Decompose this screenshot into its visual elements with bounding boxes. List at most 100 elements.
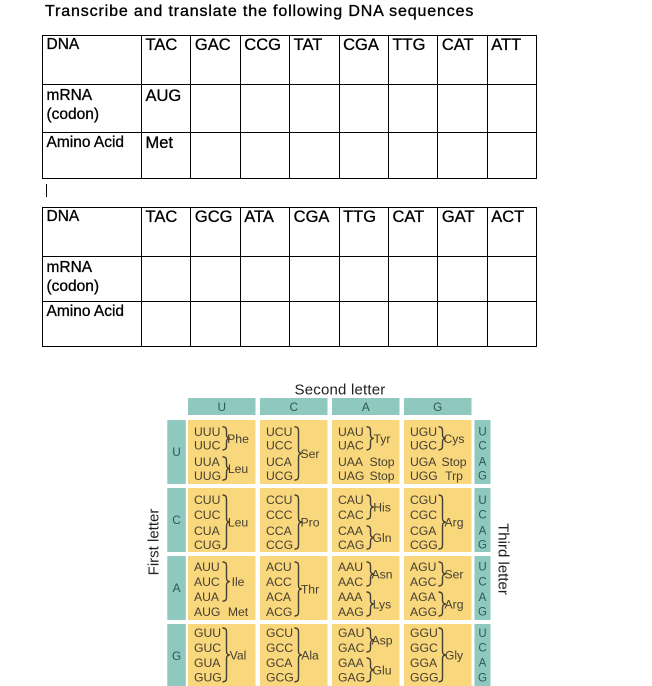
svg-text:CAA: CAA (338, 524, 364, 538)
svg-text:C: C (478, 577, 486, 589)
svg-text:Pro: Pro (301, 516, 320, 530)
svg-text:Lys: Lys (373, 597, 392, 611)
svg-text:CUA: CUA (194, 524, 221, 538)
svg-text:Stop: Stop (369, 455, 394, 469)
svg-text:AGG: AGG (410, 605, 437, 619)
svg-text:ACC: ACC (266, 575, 292, 589)
svg-text:Third letter: Third letter (495, 523, 512, 595)
svg-text:CCA: CCA (266, 524, 293, 538)
svg-text:CUU: CUU (194, 493, 220, 507)
svg-text:UGG: UGG (410, 469, 438, 483)
svg-text:ACG: ACG (266, 605, 292, 619)
svg-text:AAG: AAG (338, 605, 364, 619)
svg-text:GUC: GUC (194, 641, 221, 655)
svg-text:A: A (479, 658, 487, 670)
svg-text:U: U (478, 628, 486, 640)
svg-text:Second letter: Second letter (295, 382, 386, 399)
svg-text:A: A (479, 592, 487, 604)
svg-text:UCU: UCU (266, 425, 292, 439)
svg-text:Leu: Leu (228, 462, 248, 476)
svg-text:GCC: GCC (266, 641, 293, 655)
svg-text:UUC: UUC (194, 439, 221, 453)
svg-text:Ala: Ala (301, 648, 319, 662)
svg-text:Stop: Stop (369, 469, 394, 483)
svg-text:U: U (478, 495, 486, 507)
svg-text:CGG: CGG (410, 538, 438, 552)
svg-text:UGA: UGA (410, 455, 437, 469)
svg-text:Gln: Gln (373, 531, 392, 545)
svg-text:His: His (373, 501, 391, 515)
svg-text:G: G (478, 471, 487, 483)
svg-text:Leu: Leu (228, 516, 248, 530)
svg-text:CAU: CAU (338, 493, 364, 507)
svg-text:GUA: GUA (194, 656, 221, 670)
svg-text:AGA: AGA (410, 590, 437, 604)
svg-text:CGA: CGA (410, 524, 437, 538)
svg-text:Cys: Cys (444, 432, 465, 446)
svg-text:CAC: CAC (338, 508, 364, 522)
svg-text:GGC: GGC (410, 641, 438, 655)
svg-text:A: A (362, 400, 370, 414)
svg-text:GGA: GGA (410, 656, 438, 670)
svg-text:UUU: UUU (194, 425, 220, 439)
svg-text:ACU: ACU (266, 560, 292, 574)
svg-text:GUU: GUU (194, 626, 221, 640)
svg-text:GCA: GCA (266, 656, 293, 670)
svg-text:Asp: Asp (371, 633, 392, 647)
svg-text:AGU: AGU (410, 560, 436, 574)
svg-text:Phe: Phe (227, 432, 249, 446)
svg-text:GGG: GGG (410, 671, 438, 685)
svg-text:CGU: CGU (410, 493, 437, 507)
svg-text:G: G (478, 607, 487, 619)
svg-text:AAU: AAU (338, 560, 363, 574)
svg-text:GAU: GAU (338, 626, 364, 640)
svg-text:A: A (173, 581, 181, 595)
svg-text:CGC: CGC (410, 508, 437, 522)
svg-text:CCU: CCU (266, 493, 292, 507)
svg-text:UUA: UUA (194, 455, 221, 469)
svg-text:UAA: UAA (338, 455, 364, 469)
svg-text:GCU: GCU (266, 626, 293, 640)
svg-text:U: U (217, 400, 226, 414)
svg-text:C: C (172, 513, 181, 527)
svg-text:A: A (479, 526, 487, 538)
svg-text:C: C (478, 643, 486, 655)
svg-text:UCC: UCC (266, 439, 293, 453)
svg-text:CUC: CUC (194, 508, 221, 522)
svg-text:UCA: UCA (266, 455, 293, 469)
svg-text:G: G (172, 649, 181, 663)
svg-text:UAG: UAG (338, 469, 364, 483)
svg-text:Ile: Ile (232, 575, 245, 589)
svg-text:AUU: AUU (194, 560, 220, 574)
svg-text:GAA: GAA (338, 656, 365, 670)
svg-text:G: G (478, 672, 487, 684)
svg-text:CAG: CAG (338, 538, 364, 552)
svg-text:UAC: UAC (338, 439, 364, 453)
svg-text:G: G (433, 400, 442, 414)
svg-text:AAA: AAA (338, 590, 363, 604)
svg-text:GAC: GAC (338, 641, 365, 655)
svg-text:Glu: Glu (373, 663, 392, 677)
svg-text:Stop: Stop (441, 455, 466, 469)
svg-text:ACA: ACA (266, 590, 292, 604)
svg-text:Gly: Gly (445, 648, 464, 662)
svg-text:Thr: Thr (301, 582, 319, 596)
svg-text:Met: Met (228, 605, 249, 619)
svg-text:C: C (289, 400, 298, 414)
svg-text:UCG: UCG (266, 469, 293, 483)
svg-text:AUA: AUA (194, 590, 220, 604)
svg-text:Trp: Trp (445, 469, 463, 483)
svg-text:G: G (478, 540, 487, 552)
svg-text:CUG: CUG (194, 538, 221, 552)
svg-text:U: U (478, 427, 486, 439)
svg-text:UGC: UGC (410, 439, 437, 453)
svg-text:CCG: CCG (266, 538, 293, 552)
svg-text:Ser: Ser (301, 447, 320, 461)
svg-text:Arg: Arg (445, 597, 464, 611)
svg-text:Asn: Asn (371, 567, 392, 581)
svg-text:GUG: GUG (194, 671, 222, 685)
svg-text:Tyr: Tyr (374, 432, 391, 446)
svg-text:Ser: Ser (445, 567, 464, 581)
svg-text:U: U (478, 562, 486, 574)
svg-text:GAG: GAG (338, 671, 365, 685)
